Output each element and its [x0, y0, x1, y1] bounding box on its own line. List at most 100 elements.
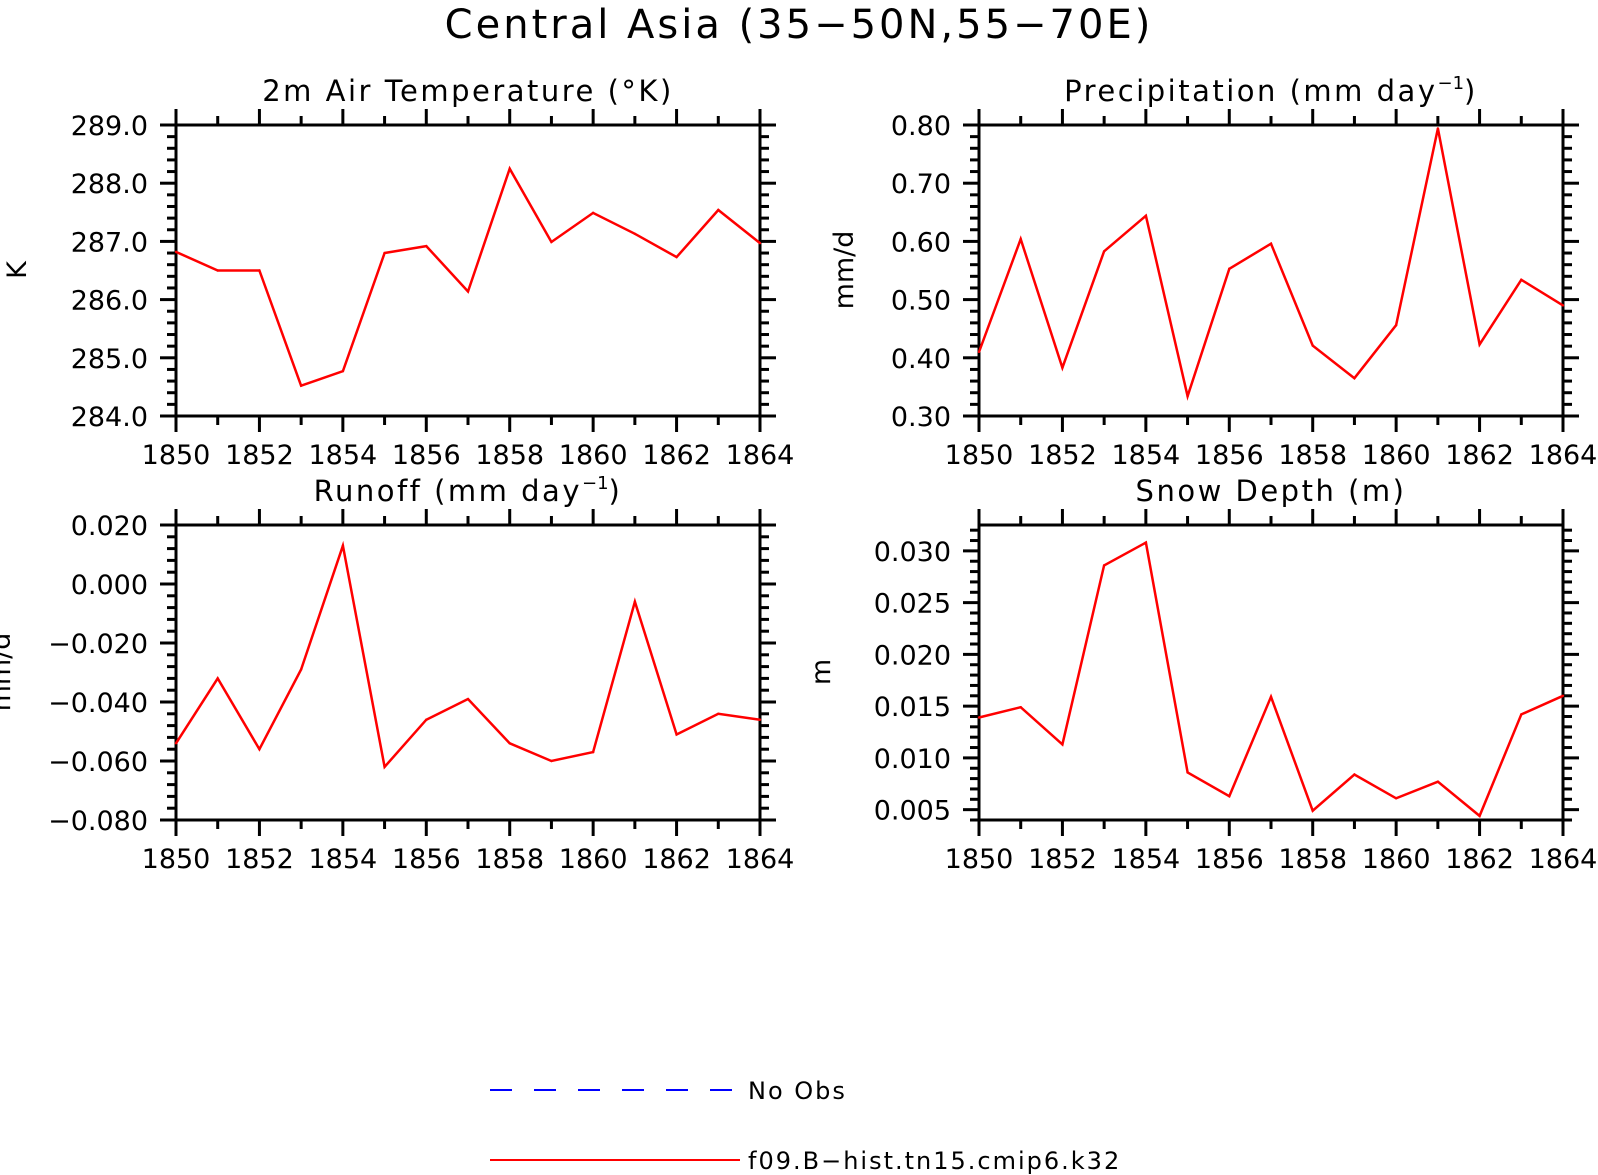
- x-tick-label: 1864: [726, 844, 795, 875]
- y-tick-label: 289.0: [71, 111, 148, 142]
- y-tick-label: −0.080: [48, 806, 148, 837]
- data-point: [508, 167, 511, 170]
- data-point: [1311, 344, 1314, 347]
- data-point: [591, 750, 595, 754]
- data-point: [466, 290, 470, 293]
- data-point: [466, 697, 470, 701]
- data-point: [1144, 541, 1148, 544]
- plot-frame: [977, 123, 1565, 418]
- data-point: [1520, 713, 1523, 716]
- data-point: [258, 748, 261, 751]
- data-point: [1436, 780, 1440, 783]
- data-point: [1353, 773, 1356, 776]
- plot-frame: [174, 523, 762, 822]
- x-tick-label: 1852: [225, 440, 294, 471]
- data-point: [591, 211, 595, 215]
- panel-title: Snow Depth (m): [1136, 474, 1407, 508]
- data-point: [216, 677, 219, 680]
- x-tick-label: 1852: [1028, 844, 1097, 875]
- data-point: [675, 733, 678, 736]
- y-axis-label: mm/d: [0, 633, 17, 712]
- x-tick-label: 1860: [1362, 440, 1431, 471]
- x-tick-label: 1852: [1028, 440, 1097, 471]
- x-tick-label: 1852: [225, 844, 294, 875]
- data-point: [1478, 343, 1481, 346]
- data-point: [1061, 743, 1064, 746]
- data-point: [1019, 237, 1022, 241]
- data-point: [299, 668, 303, 671]
- y-tick-label: −0.040: [48, 688, 148, 719]
- data-point: [758, 241, 762, 245]
- y-tick-label: −0.060: [48, 747, 148, 778]
- data-point: [977, 350, 981, 354]
- x-tick-label: 1858: [475, 844, 544, 875]
- data-point: [633, 232, 637, 236]
- data-point: [717, 208, 720, 212]
- data-point: [550, 240, 553, 244]
- x-tick-label: 1860: [559, 844, 628, 875]
- y-axis-label: mm/d: [829, 231, 860, 310]
- data-point: [1311, 809, 1314, 812]
- data-point: [341, 544, 345, 547]
- x-tick-label: 1856: [1195, 440, 1264, 471]
- legend-label-no-obs: No Obs: [748, 1077, 847, 1105]
- y-axis-label: m: [806, 659, 837, 685]
- y-tick-label: 0.010: [874, 744, 951, 775]
- y-tick-label: 285.0: [71, 344, 148, 375]
- panel-title: 2m Air Temperature (°K): [262, 74, 674, 108]
- data-point: [216, 269, 219, 272]
- panel-precipitation: Precipitation (mm day−1) mm/d 1850 1852 1854…: [829, 73, 1597, 471]
- x-tick-label: 1854: [1111, 440, 1180, 471]
- panel-title-superscript: −1: [1437, 73, 1464, 94]
- series-line-precipitation: [977, 128, 1564, 401]
- x-tick-label: 1856: [1195, 844, 1264, 875]
- x-tick-label: 1864: [1529, 440, 1598, 471]
- data-point: [1561, 304, 1565, 307]
- data-point: [1186, 771, 1189, 774]
- x-tick-label: 1862: [1445, 844, 1514, 875]
- x-tick-label: 1850: [142, 440, 211, 471]
- panel-title-end: ): [609, 474, 623, 508]
- y-tick-label: 0.70: [891, 169, 951, 200]
- x-tick-label: 1860: [559, 440, 628, 471]
- panel-title: Runoff (mm day−1): [314, 473, 623, 508]
- y-tick-label: 287.0: [71, 227, 148, 258]
- data-point: [758, 718, 762, 721]
- x-tick-label: 1860: [1362, 844, 1431, 875]
- x-tick-label: 1858: [1278, 440, 1347, 471]
- data-point: [425, 244, 428, 248]
- panel-title-superscript: −1: [582, 473, 609, 494]
- data-point: [1186, 395, 1189, 398]
- y-axis-label: K: [2, 260, 33, 279]
- data-point: [1102, 564, 1106, 567]
- figure-title: Central Asia (35−50N,55−70E): [445, 2, 1154, 48]
- y-tick-label: −0.020: [48, 629, 148, 660]
- data-point: [717, 712, 720, 715]
- data-point: [383, 765, 386, 769]
- data-point: [174, 742, 178, 745]
- panel-air-temperature: 2m Air Temperature (°K) K 1850 1852 1854 1856…: [2, 74, 794, 471]
- x-tick-label: 1862: [1445, 440, 1514, 471]
- x-tick-label: 1856: [392, 844, 461, 875]
- y-tick-label: 0.80: [891, 111, 951, 142]
- y-tick-label: 0.60: [891, 227, 951, 258]
- y-tick-label: 0.030: [874, 537, 951, 568]
- data-point: [1353, 376, 1356, 380]
- y-tick-label: 0.020: [874, 640, 951, 671]
- series-line-snow-depth: [978, 540, 1564, 818]
- data-point: [425, 718, 428, 721]
- panel-snow-depth: Snow Depth (m) m 1850 1852 1854 1856 1858 1860 1…: [806, 474, 1597, 875]
- data-point: [258, 269, 261, 272]
- data-point: [1520, 278, 1523, 282]
- data-point: [383, 251, 386, 255]
- data-point: [508, 742, 511, 745]
- y-tick-label: 0.025: [874, 589, 951, 620]
- plot-frame: [174, 123, 762, 418]
- data-point: [1269, 695, 1273, 699]
- data-point: [1561, 694, 1565, 697]
- data-point: [1144, 214, 1148, 217]
- data-point: [1019, 705, 1022, 709]
- series-line-air-temperature: [175, 165, 761, 388]
- data-point: [299, 384, 303, 387]
- y-tick-label: 0.020: [71, 511, 148, 542]
